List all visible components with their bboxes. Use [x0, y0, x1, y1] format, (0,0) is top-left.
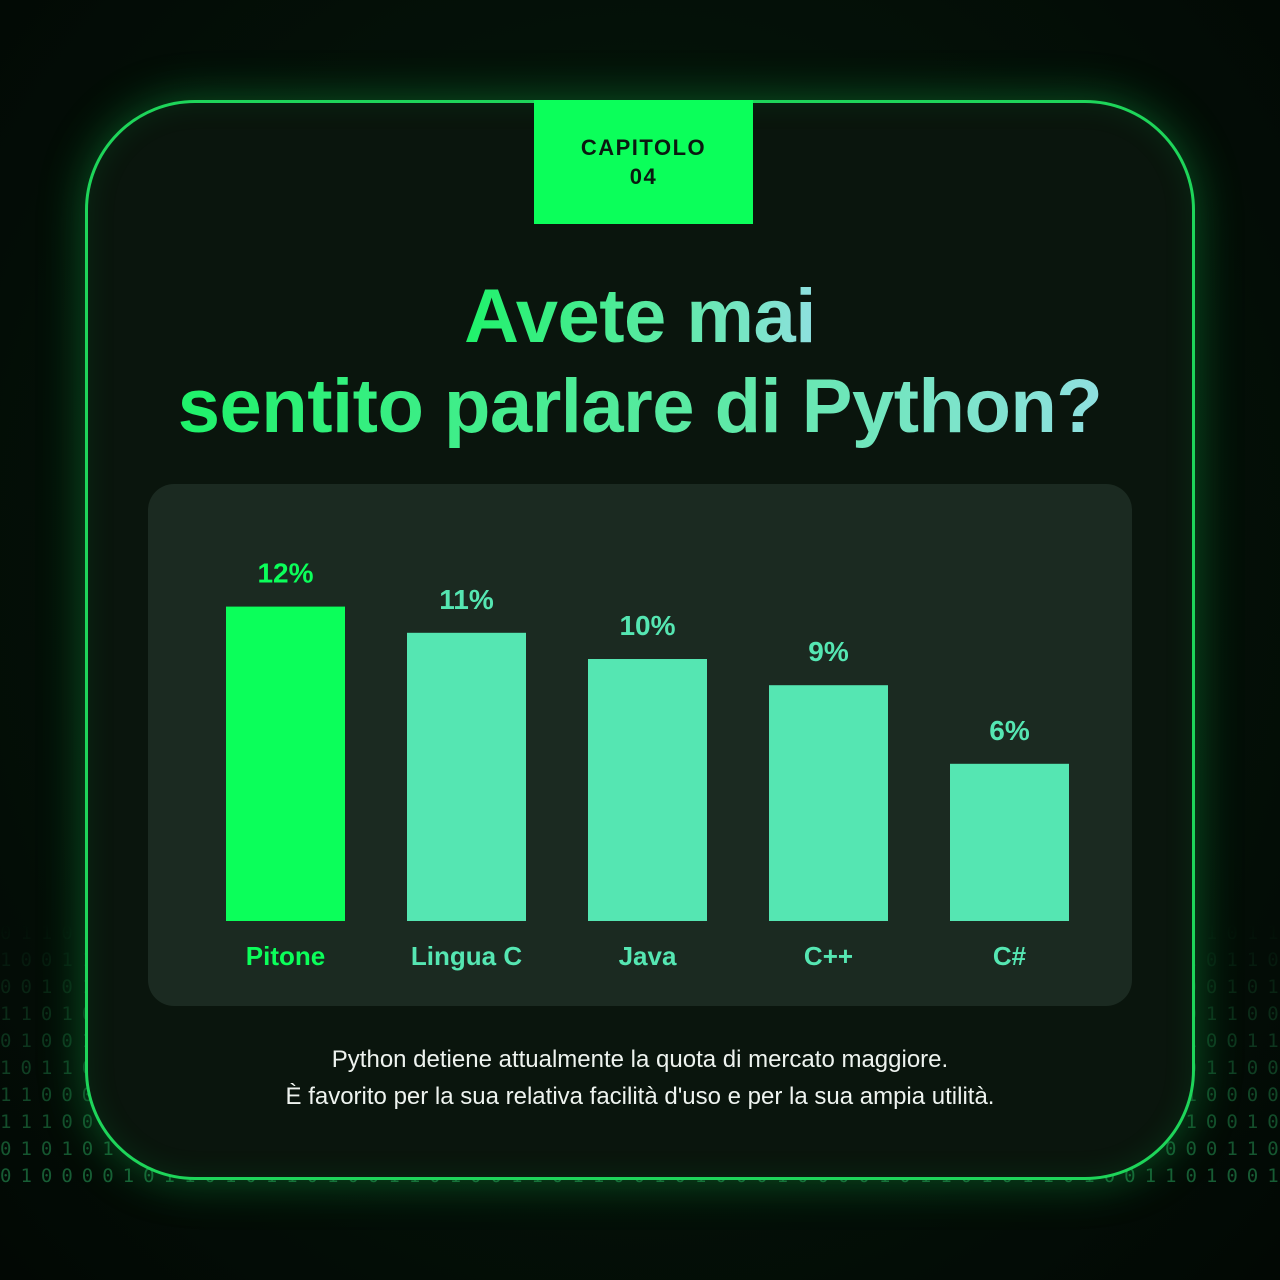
title-line-1: Avete mai — [464, 274, 816, 359]
bar-lingua-c — [407, 632, 526, 921]
bar-pitone — [226, 606, 345, 921]
bar-c- — [769, 685, 888, 921]
category-label: Java — [619, 941, 677, 971]
category-label: Lingua C — [411, 941, 522, 971]
chapter-badge: CAPITOLO 04 — [534, 100, 753, 224]
chart-panel: 12% Pitone 11% Lingua C 10% Java 9% C++ 6% C# — [148, 484, 1132, 1006]
bar-c- — [950, 763, 1069, 921]
title-line-2: sentito parlare di Python? — [177, 364, 1103, 449]
category-label: C++ — [804, 941, 853, 971]
category-label: Pitone — [246, 941, 325, 971]
data-label: 12% — [257, 558, 313, 589]
data-label: 11% — [439, 584, 494, 615]
data-label: 9% — [808, 636, 849, 667]
category-label: C# — [993, 941, 1027, 971]
caption: Python detiene attualmente la quota di m… — [0, 1041, 1280, 1115]
data-label: 6% — [989, 715, 1030, 746]
chapter-number: 04 — [629, 164, 658, 189]
page-title: Avete mai sentito parlare di Python? — [0, 272, 1280, 452]
chapter-label: CAPITOLO — [580, 135, 707, 160]
caption-line-2: È favorito per la sua relativa facilità … — [285, 1083, 995, 1110]
data-label: 10% — [619, 610, 675, 641]
bar-java — [588, 659, 707, 921]
bar-chart: 12% Pitone 11% Lingua C 10% Java 9% C++ 6% C# — [226, 558, 1069, 971]
caption-line-1: Python detiene attualmente la quota di m… — [331, 1046, 949, 1073]
